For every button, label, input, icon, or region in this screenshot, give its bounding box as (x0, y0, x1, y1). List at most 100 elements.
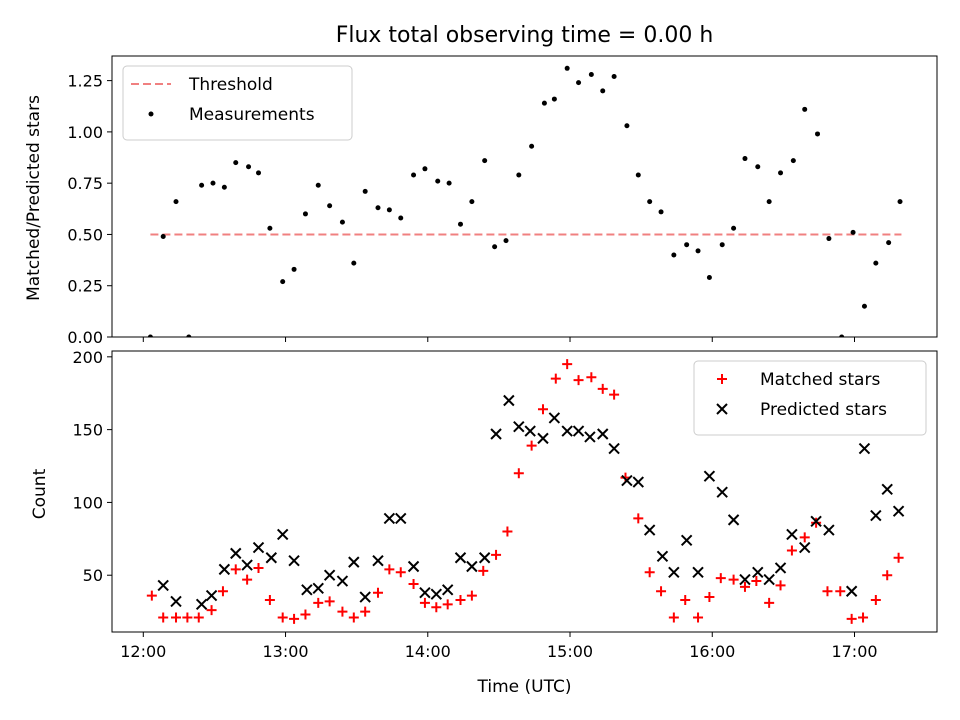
top-series-group (147, 65, 903, 337)
top-point-dot (850, 229, 856, 235)
bottom-point-x (503, 394, 515, 407)
bottom-point-plus (882, 570, 893, 581)
bottom-point-plus (337, 606, 348, 617)
top-point-dot (897, 199, 903, 205)
bottom-point-plus (360, 606, 371, 617)
top-point-dot (446, 180, 452, 186)
bottom-point-x (870, 509, 882, 522)
top-point-dot (886, 240, 892, 246)
bottom-point-x (265, 552, 278, 564)
top-point-dot (362, 188, 368, 194)
top-legend: Threshold Measurements (122, 65, 353, 141)
bottom-point-plus (264, 594, 275, 605)
bottom-legend-swatch (716, 403, 728, 415)
bottom-point-x (584, 431, 596, 443)
bottom-point-plus (786, 545, 797, 556)
bottom-point-plus (158, 612, 169, 623)
bottom-point-x (810, 515, 822, 528)
bottom-point-plus (478, 565, 489, 576)
bottom-point-plus (775, 580, 786, 591)
bottom-ytick-label: 100 (72, 493, 103, 512)
top-ytick-label: 0.75 (67, 174, 103, 193)
bottom-point-x (205, 589, 218, 602)
bottom-point-x (395, 512, 407, 525)
bottom-point-x (157, 579, 169, 592)
bottom-xtick-label: 13:00 (262, 642, 308, 661)
bottom-point-x (430, 588, 443, 600)
top-point-dot (327, 203, 333, 209)
bottom-point-x (524, 425, 536, 437)
top-point-dot (826, 236, 832, 242)
top-plot-area: 0.00 0.25 0.50 0.75 1.00 1.25 Threshold Measure… (67, 55, 938, 347)
top-legend-label: Threshold (188, 75, 273, 95)
top-ytick-label: 0.00 (67, 328, 103, 347)
bottom-xtick-label: 15:00 (547, 642, 593, 661)
bottom-plot-area: 50 100 150 200 12:00 13:00 14:00 15:00 16:00 17:0… (72, 348, 938, 661)
top-point-dot (802, 106, 808, 112)
bottom-point-plus (242, 574, 253, 585)
bottom-point-plus (408, 578, 419, 589)
bottom-point-plus (171, 612, 182, 623)
bottom-legend-label: Predicted stars (760, 400, 887, 420)
top-point-dot (210, 180, 216, 186)
top-chart-ylabel: Matched/Predicted stars (24, 95, 44, 301)
bottom-point-plus (193, 612, 204, 623)
top-point-dot (706, 275, 712, 281)
bottom-ytick-label: 50 (83, 566, 103, 585)
bottom-point-x (763, 573, 775, 586)
top-point-dot (375, 205, 381, 211)
bottom-point-x (548, 412, 561, 424)
bottom-point-x (230, 547, 242, 560)
bottom-point-x (441, 584, 454, 596)
bottom-point-plus (146, 590, 157, 601)
bottom-point-x (752, 566, 764, 579)
bottom-point-plus (656, 586, 667, 597)
bottom-point-plus (668, 612, 679, 623)
bottom-point-x (597, 428, 609, 440)
bottom-point-plus (277, 612, 288, 623)
top-point-dot (600, 88, 606, 94)
bottom-point-x (454, 552, 467, 564)
bottom-legend-swatch (717, 374, 727, 384)
top-point-dot (422, 166, 428, 172)
top-point-dot (731, 225, 737, 231)
bottom-point-plus (550, 373, 561, 384)
top-point-dot (160, 233, 166, 239)
bottom-point-x (823, 524, 835, 536)
bottom-point-x (195, 598, 208, 611)
bottom-point-x (170, 595, 182, 608)
bottom-point-plus (442, 599, 453, 610)
bottom-point-plus (300, 609, 311, 620)
bottom-point-x (359, 591, 371, 603)
top-point-dot (503, 238, 509, 244)
bottom-xtick-label: 17:00 (831, 642, 877, 661)
top-ytick-label: 1.25 (67, 72, 103, 91)
bottom-xtick-label: 12:00 (120, 642, 166, 661)
top-point-dot (147, 334, 153, 337)
bottom-legend-label: Matched stars (760, 370, 880, 390)
top-legend-swatch (148, 111, 154, 117)
bottom-point-x (608, 442, 620, 455)
top-point-dot (611, 74, 617, 80)
bottom-point-x (786, 528, 798, 541)
top-point-dot (339, 219, 345, 225)
bottom-point-plus (633, 513, 644, 524)
top-point-dot (233, 160, 239, 166)
top-ytick-label: 0.25 (67, 277, 103, 296)
top-point-dot (815, 131, 821, 137)
top-axes-frame (111, 55, 938, 338)
top-point-dot (576, 80, 582, 86)
bottom-point-plus (182, 612, 193, 623)
bottom-point-x (656, 550, 669, 562)
bottom-point-plus (466, 590, 477, 601)
bottom-point-plus (764, 597, 775, 608)
bottom-point-plus (419, 597, 430, 608)
bottom-point-x (703, 470, 716, 482)
top-point-dot (766, 199, 772, 205)
bottom-point-x (323, 569, 336, 581)
top-point-dot (386, 207, 392, 213)
bottom-point-x (537, 432, 549, 445)
bottom-point-x (276, 528, 289, 541)
bottom-point-x (312, 582, 324, 595)
top-point-dot (482, 158, 488, 164)
